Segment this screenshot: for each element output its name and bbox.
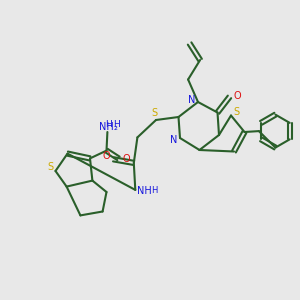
Text: NH: NH — [98, 122, 113, 132]
Text: H: H — [113, 120, 120, 129]
Text: S: S — [152, 108, 158, 118]
Text: NH: NH — [137, 185, 152, 196]
Text: O: O — [102, 151, 110, 161]
Text: O: O — [233, 91, 241, 101]
Text: ₂: ₂ — [114, 122, 118, 132]
Text: S: S — [47, 161, 53, 172]
Text: S: S — [233, 107, 239, 117]
Text: H: H — [152, 186, 158, 195]
Text: N: N — [188, 94, 196, 105]
Text: N: N — [170, 135, 178, 146]
Text: H: H — [106, 120, 112, 129]
Text: O: O — [122, 154, 130, 164]
